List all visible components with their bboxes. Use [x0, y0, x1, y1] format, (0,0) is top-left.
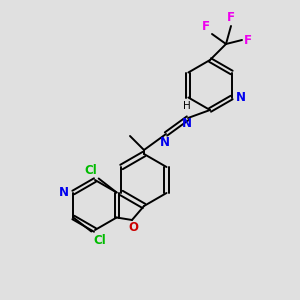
Text: H: H	[183, 101, 191, 111]
Text: F: F	[227, 11, 235, 24]
Text: N: N	[59, 186, 69, 199]
Text: F: F	[244, 34, 252, 46]
Text: F: F	[202, 20, 210, 33]
Text: N: N	[160, 136, 170, 149]
Text: O: O	[128, 221, 138, 234]
Text: Cl: Cl	[84, 164, 97, 176]
Text: N: N	[182, 117, 192, 130]
Text: N: N	[236, 91, 246, 104]
Text: Cl: Cl	[93, 233, 106, 247]
